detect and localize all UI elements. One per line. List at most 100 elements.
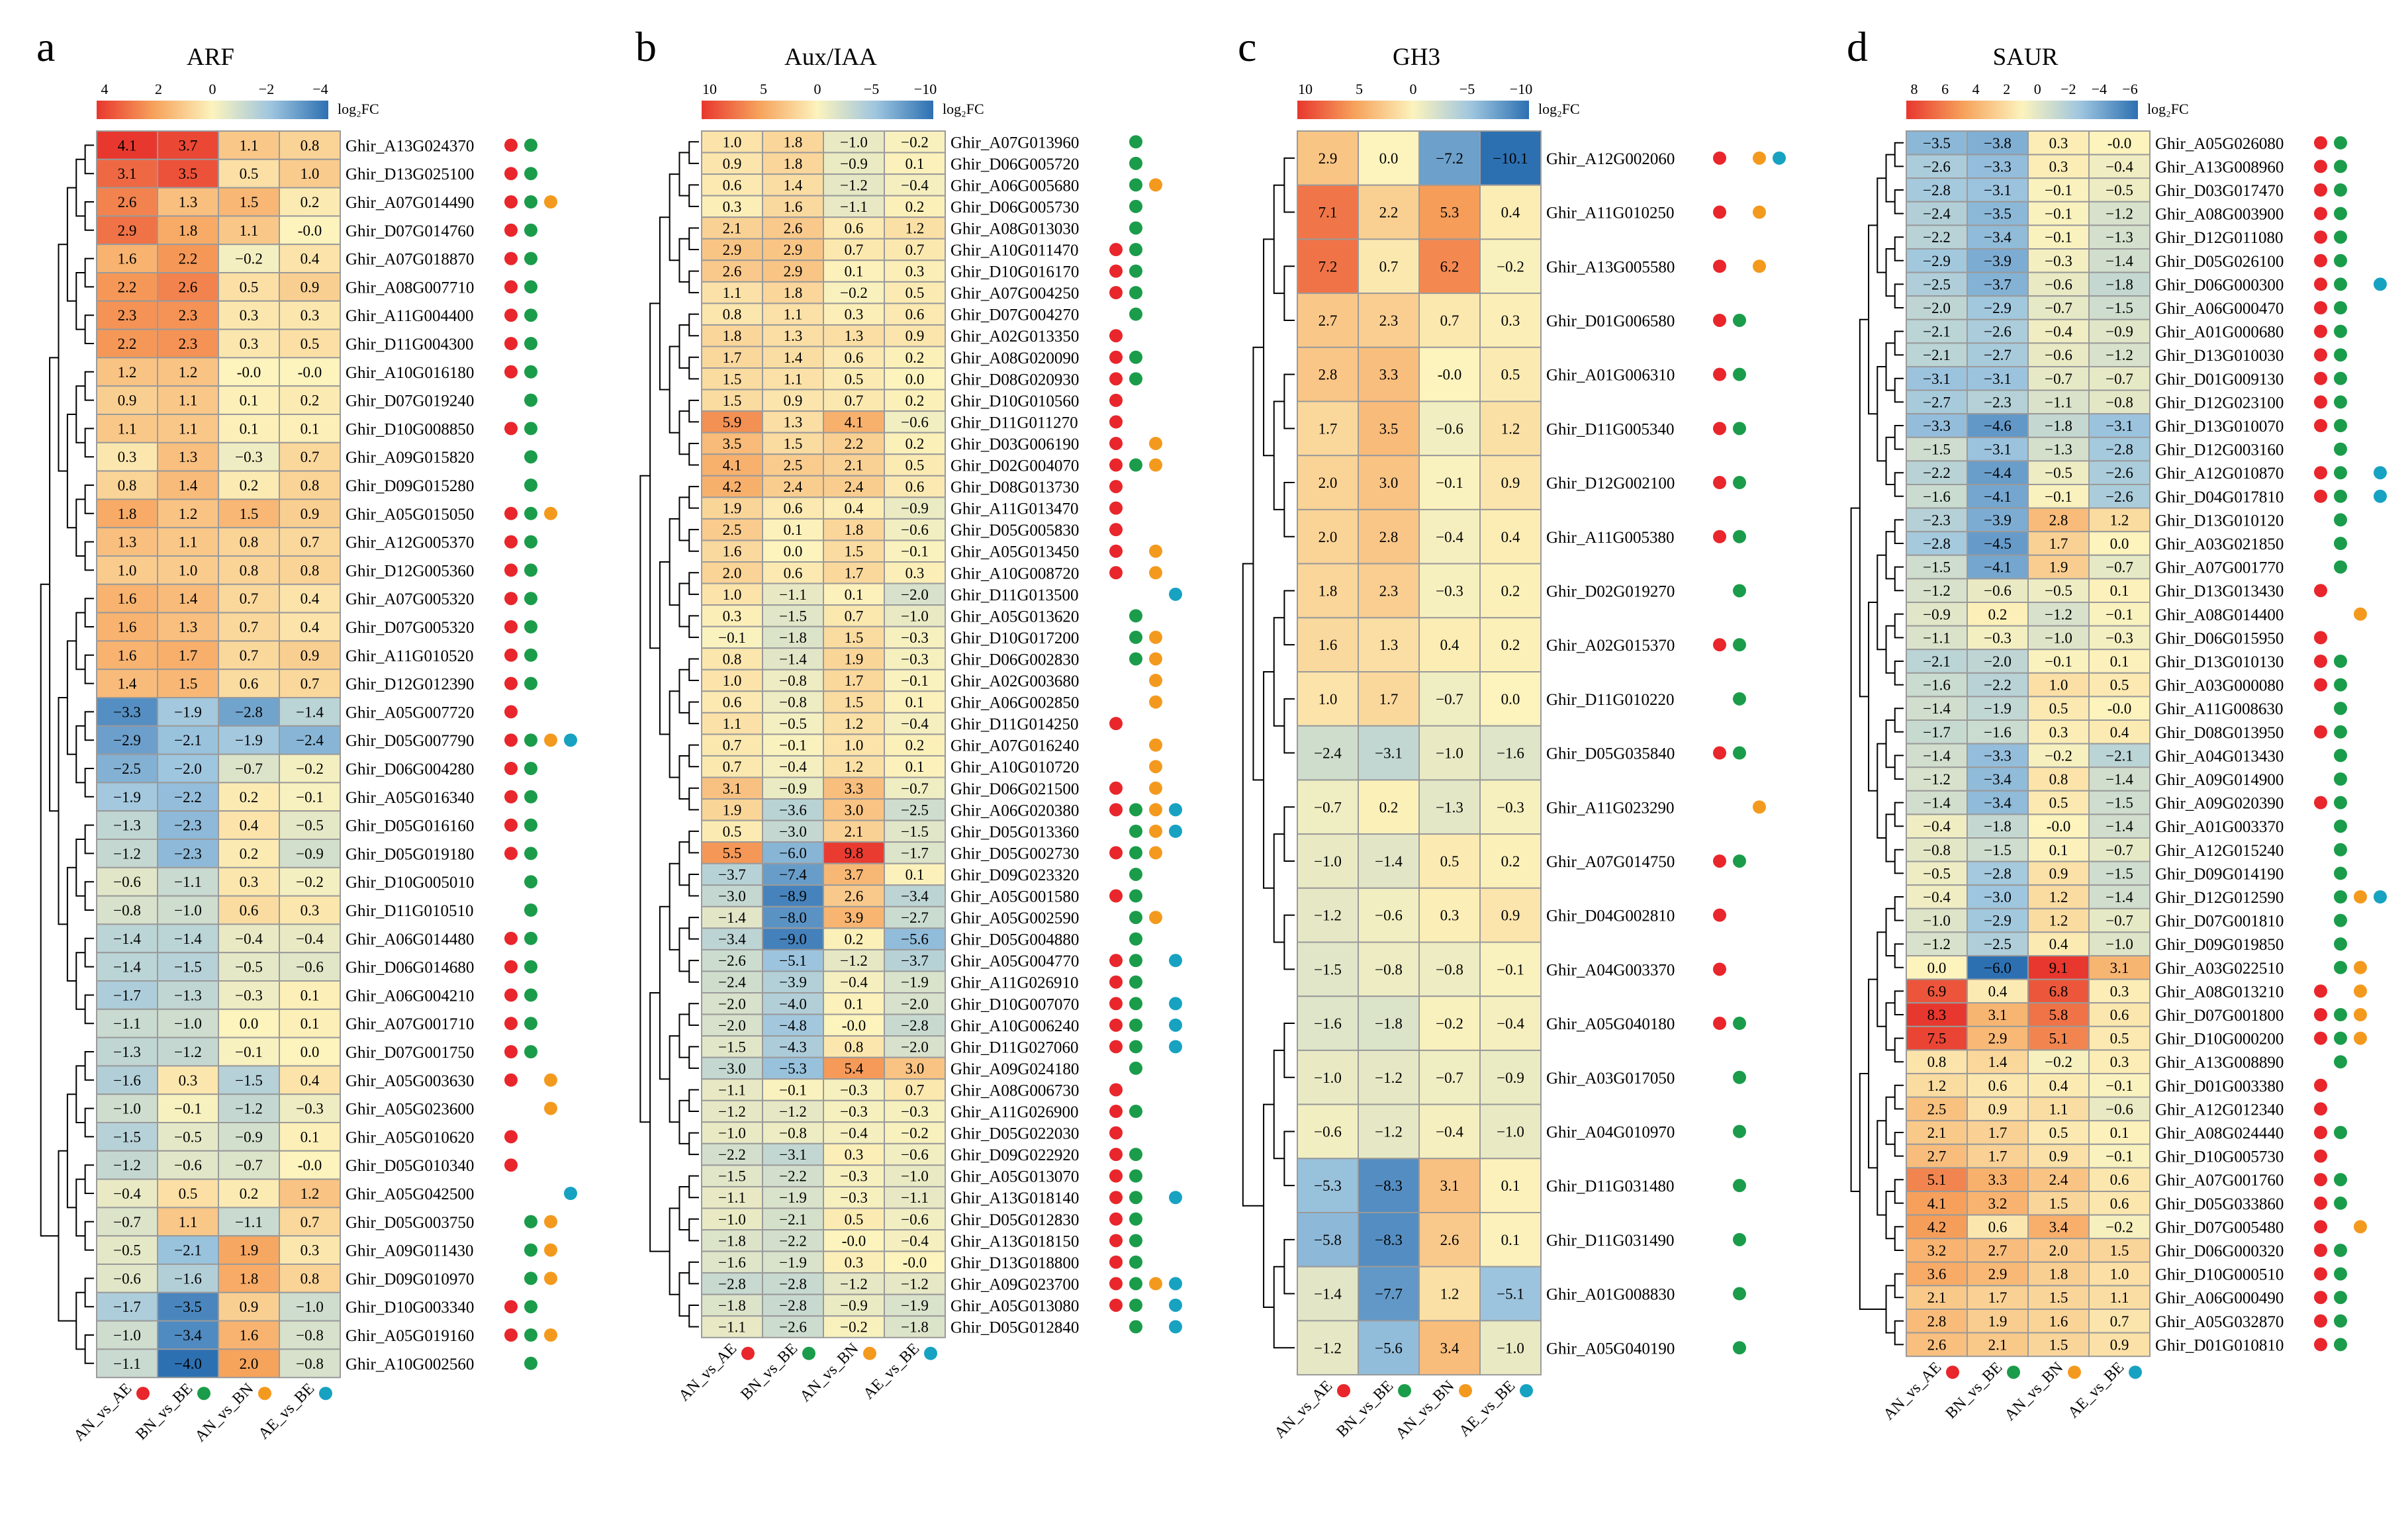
heatmap-cell <box>2088 837 2151 862</box>
cell-value-label: 3.1 <box>1440 1177 1459 1194</box>
dendrogram-branch <box>49 357 59 812</box>
cell-value-label: −0.9 <box>1497 1070 1524 1086</box>
heatmap-cell <box>1906 154 1968 179</box>
cell-value-label: −0.3 <box>901 629 929 646</box>
gene-label: Ghir_A07G014490 <box>346 194 474 212</box>
dendrogram-branch <box>649 992 670 1252</box>
cell-value-label: −0.8 <box>1375 961 1403 978</box>
gene-label: Ghir_D09G019850 <box>2155 936 2284 954</box>
dendrogram-branch <box>84 428 94 458</box>
dendrogram-branch <box>678 582 690 627</box>
cell-value-label: −2.8 <box>2106 441 2133 458</box>
dendrogram-branch <box>669 1207 680 1295</box>
heatmap-cell <box>157 640 219 670</box>
cell-value-label: 0.6 <box>240 902 259 919</box>
significance-dot <box>544 1243 557 1257</box>
cell-value-label: 2.1 <box>723 220 742 236</box>
gene-label: Ghir_A07G016240 <box>950 737 1079 755</box>
gene-label: Ghir_D06G021500 <box>950 780 1079 798</box>
heatmap-cell <box>157 1065 219 1095</box>
cell-value-label: −1.4 <box>2106 889 2133 905</box>
significance-dot <box>1733 476 1746 490</box>
cell-value-label: −1.2 <box>901 1275 929 1292</box>
significance-dot <box>1733 1179 1746 1193</box>
cell-value-label: 1.6 <box>2049 1313 2068 1330</box>
cell-value-label: −0.1 <box>901 543 929 560</box>
cell-value-label: 1.4 <box>1988 1054 2008 1070</box>
heatmap-cell <box>884 669 946 692</box>
heatmap-cell <box>2088 389 2151 415</box>
heatmap-cell <box>218 1037 280 1067</box>
column-label: AN_vs_AE <box>1272 1377 1336 1442</box>
significance-dot <box>504 223 518 237</box>
heatmap-cell <box>884 496 946 520</box>
cell-value-label: −5.6 <box>901 931 929 948</box>
heatmap-cell <box>1967 389 2029 415</box>
dendrogram-branch <box>1876 931 1886 1027</box>
dendrogram-branch <box>75 725 85 784</box>
cell-value-label: −1.3 <box>174 987 202 1003</box>
significance-dot <box>1733 422 1746 436</box>
heatmap-cell <box>2027 271 2090 297</box>
heatmap-cell <box>218 782 280 812</box>
dendrogram-branch <box>688 1218 699 1242</box>
cell-value-label: −1.4 <box>113 931 141 947</box>
heatmap-cell <box>218 527 280 557</box>
cell-value-label: −1.4 <box>1923 700 1951 717</box>
heatmap-cell <box>157 1264 219 1293</box>
cell-value-label: −3.4 <box>718 931 746 948</box>
dendrogram-branch <box>688 1304 699 1328</box>
cell-value-label: 1.2 <box>2049 913 2068 929</box>
gene-label: Ghir_D01G003380 <box>2155 1078 2284 1095</box>
gene-label: Ghir_D05G004880 <box>950 931 1079 949</box>
heatmap-cell <box>1297 130 1359 186</box>
cell-value-label: −1.5 <box>113 1129 141 1145</box>
column-dot <box>1337 1384 1350 1398</box>
cell-value-label: 1.4 <box>118 676 137 692</box>
heatmap-cell <box>279 640 341 670</box>
heatmap-cell <box>2027 625 2090 651</box>
significance-dot <box>1149 824 1162 838</box>
cell-value-label: −2.5 <box>1923 276 1951 293</box>
heatmap-cell <box>1418 887 1481 943</box>
cell-value-label: 1.4 <box>784 177 803 193</box>
cell-value-label: 0.5 <box>2110 677 2129 694</box>
heatmap-cell <box>2088 318 2151 344</box>
dendrogram-branch <box>678 1099 690 1144</box>
heatmap-cell <box>1967 366 2029 391</box>
dendrogram-branch <box>688 270 699 294</box>
heatmap-cell <box>1906 790 1968 815</box>
heatmap-cell <box>1967 531 2029 556</box>
dendrogram-branch <box>1894 1037 1904 1063</box>
dendrogram-branch <box>1283 590 1295 646</box>
cell-value-label: −1.3 <box>1436 799 1463 815</box>
cell-value-label: −1.4 <box>779 651 807 667</box>
cell-value-label: 2.6 <box>118 194 137 210</box>
heatmap-cell <box>701 432 763 455</box>
heatmap-cell <box>1967 130 2029 156</box>
cell-value-label: 1.5 <box>845 543 864 560</box>
cell-value-label: −0.7 <box>2045 300 2072 316</box>
heatmap-cell <box>762 841 824 864</box>
cell-value-label: 0.2 <box>845 931 864 948</box>
heatmap-cell <box>762 1315 824 1338</box>
cell-value-label: −2.4 <box>1314 745 1342 762</box>
cell-value-label: −3.3 <box>1984 158 2012 175</box>
dendrogram-branch <box>1273 833 1285 943</box>
cell-value-label: −0.1 <box>1497 961 1524 978</box>
heatmap-cell <box>218 1122 280 1152</box>
heatmap-cell <box>1418 1158 1481 1214</box>
significance-dot <box>1129 1320 1142 1334</box>
gene-label: Ghir_D13G025100 <box>346 165 474 183</box>
cell-value-label: −1.7 <box>113 1299 141 1315</box>
cell-value-label: −3.0 <box>779 823 807 840</box>
cell-value-label: 1.1 <box>784 371 803 387</box>
significance-dot <box>1129 178 1142 192</box>
heatmap-cell <box>279 895 341 925</box>
cell-value-label: 0.3 <box>2049 135 2068 152</box>
significance-dot <box>1149 544 1162 558</box>
colorbar-tick-label: −10 <box>1510 81 1532 97</box>
heatmap-cell <box>1967 1002 2029 1027</box>
cell-value-label: 1.7 <box>845 672 864 689</box>
